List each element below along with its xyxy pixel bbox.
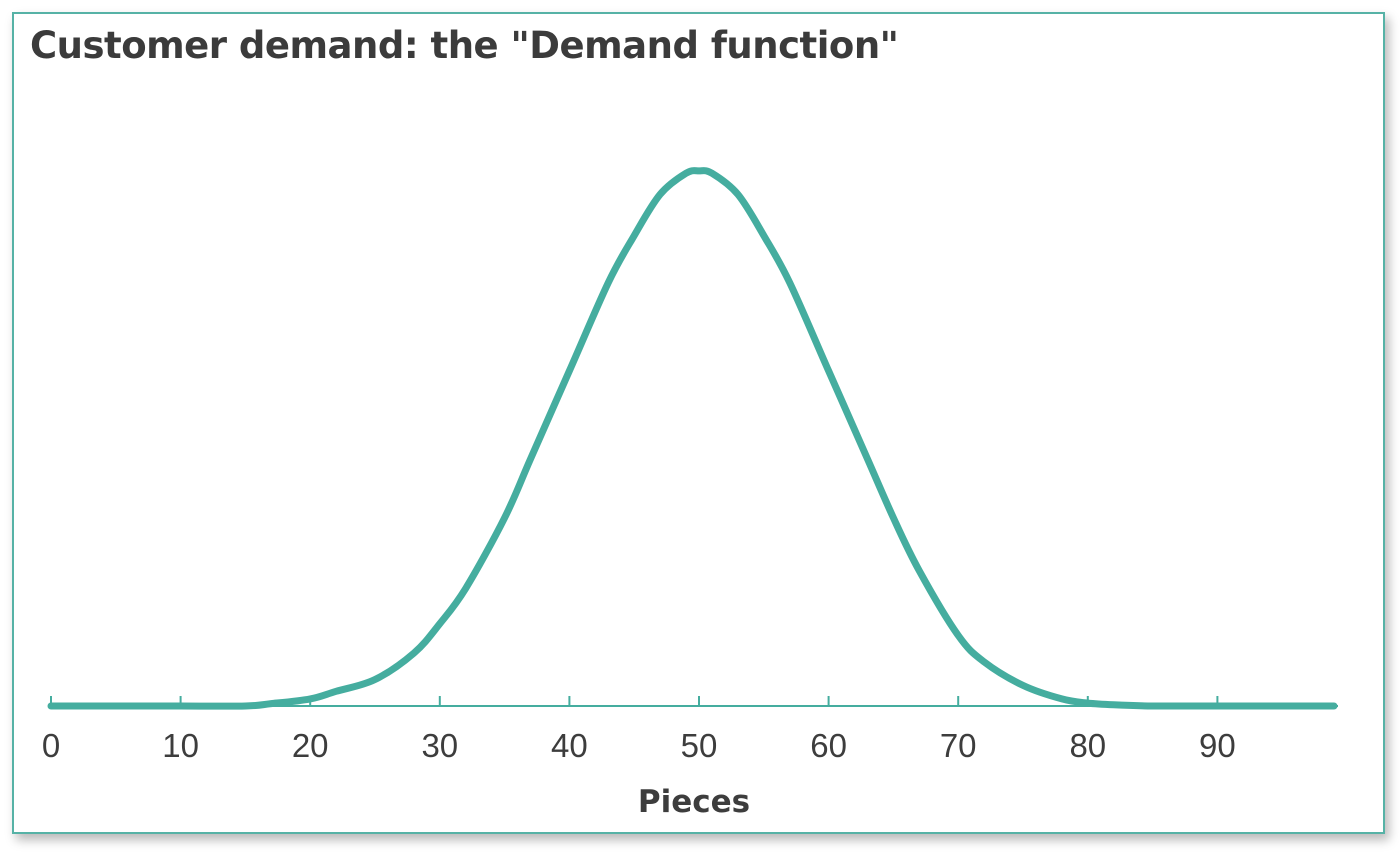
x-tick-label: 40 <box>551 727 588 764</box>
x-tick-label: 80 <box>1069 727 1106 764</box>
x-tick-label: 30 <box>421 727 458 764</box>
x-tick-label: 10 <box>162 727 199 764</box>
demand-curve-line <box>47 167 1338 710</box>
x-tick-label: 20 <box>292 727 329 764</box>
x-tick-label: 0 <box>42 727 60 764</box>
chart-title: Customer demand: the "Demand function" <box>30 24 899 67</box>
x-tick-label: 70 <box>940 727 977 764</box>
x-tick-label: 50 <box>681 727 718 764</box>
x-tick-label: 60 <box>810 727 847 764</box>
x-axis-title: Pieces <box>638 784 750 820</box>
x-tick-label: 90 <box>1199 727 1236 764</box>
